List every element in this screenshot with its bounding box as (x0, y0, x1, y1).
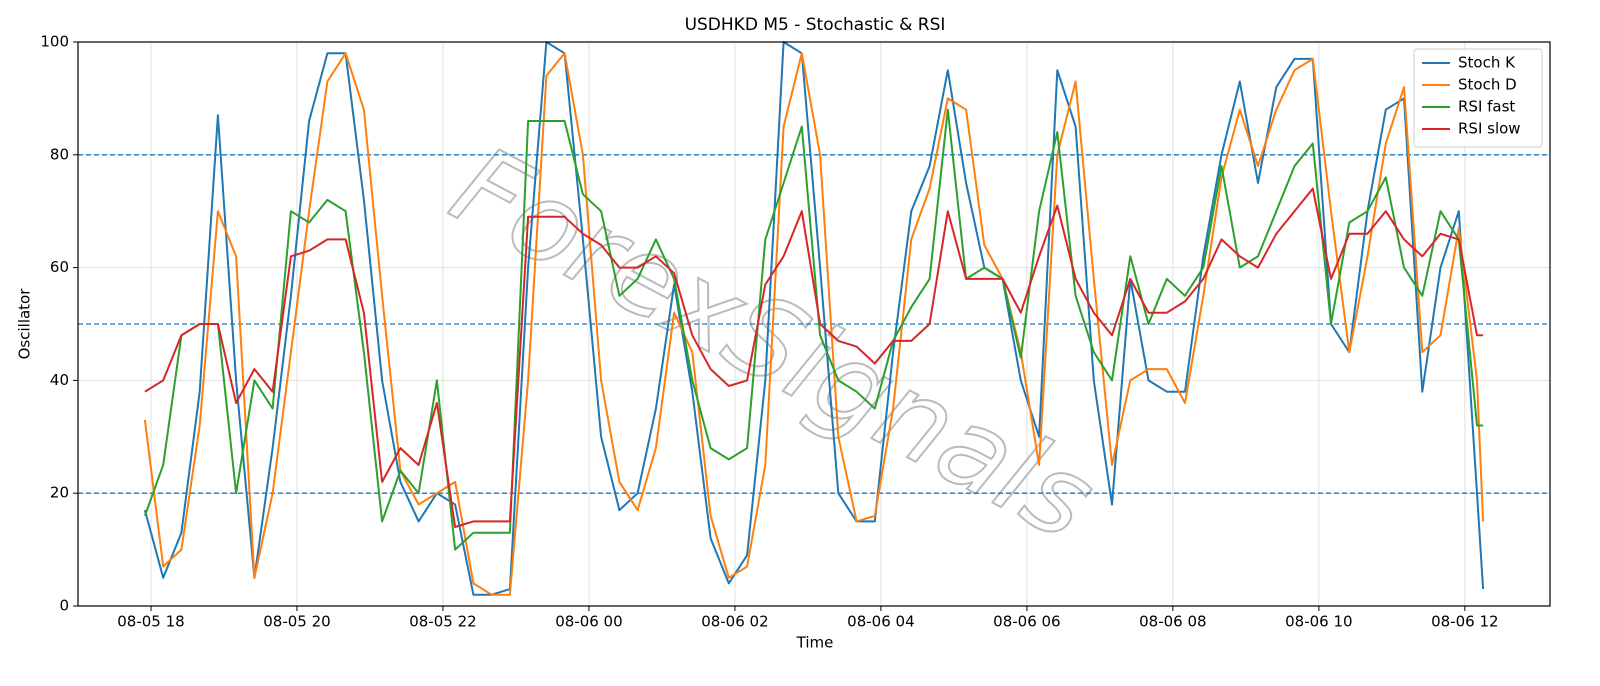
x-tick-label: 08-06 04 (847, 613, 914, 631)
x-axis-label: Time (796, 634, 834, 652)
plot-frame (77, 41, 1551, 607)
y-tick-label: 80 (50, 145, 69, 163)
x-tick-label: 08-06 08 (1139, 613, 1206, 631)
legend-label: RSI slow (1458, 120, 1521, 138)
y-tick-label: 60 (50, 258, 69, 276)
x-tick-label: 08-06 02 (701, 613, 768, 631)
x-tick-label: 08-06 12 (1431, 613, 1498, 631)
series-line (143, 41, 1485, 596)
y-tick-label: 0 (59, 597, 69, 615)
y-axis-label: Oscillator (16, 288, 34, 360)
x-tick-label: 08-05 22 (409, 613, 476, 631)
y-tick-label: 20 (50, 484, 69, 502)
chart-title: USDHKD M5 - Stochastic & RSI (685, 15, 946, 35)
legend: Stoch K Stoch D RSI fast RSI slow (1413, 48, 1543, 148)
x-tick-label: 08-06 10 (1285, 613, 1352, 631)
series-line (143, 52, 1485, 596)
y-tick-label: 100 (40, 33, 69, 51)
y-tick-label: 40 (50, 371, 69, 389)
legend-box (1413, 48, 1543, 148)
legend-label: Stoch K (1458, 54, 1516, 72)
x-tick-label: 08-06 06 (993, 613, 1060, 631)
series-line (144, 187, 1484, 528)
legend-label: Stoch D (1458, 76, 1517, 94)
series-line (143, 108, 1484, 551)
x-tick-label: 08-05 20 (263, 613, 330, 631)
x-tick-label: 08-06 00 (555, 613, 622, 631)
x-tick-label: 08-05 18 (117, 613, 184, 631)
legend-label: RSI fast (1458, 98, 1515, 116)
